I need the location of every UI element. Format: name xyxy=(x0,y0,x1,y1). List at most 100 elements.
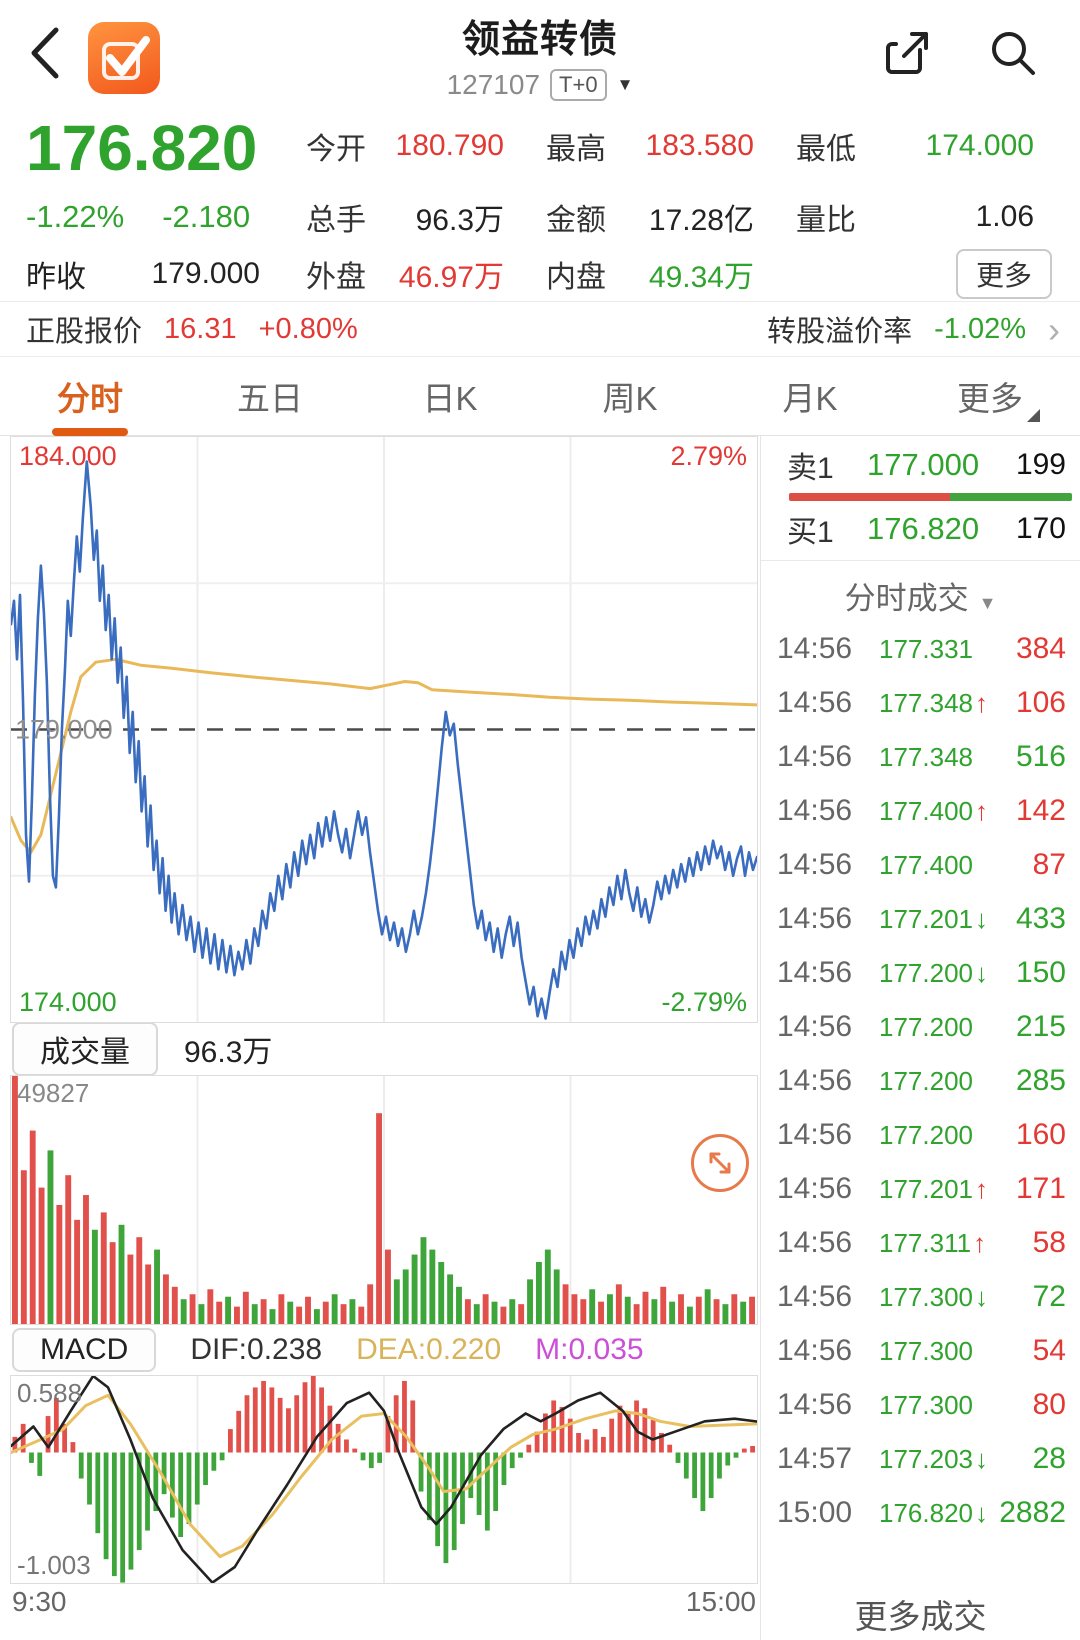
trade-time: 14:56 xyxy=(777,1172,853,1205)
arrow-up-icon: ↑ xyxy=(974,687,988,718)
trade-volume: 87 xyxy=(1032,848,1066,881)
arrow-up-icon: ↑ xyxy=(974,1173,988,1204)
minute-chart[interactable]: 184.000 2.79% 174.000 -2.79% 179.000 xyxy=(10,436,758,1023)
trade-volume: 384 xyxy=(1015,632,1066,665)
axis-max-pct: 2.79% xyxy=(670,441,747,471)
app-logo-icon[interactable] xyxy=(88,22,160,94)
trade-row[interactable]: 14:56 177.348↑ 106 xyxy=(761,676,1080,730)
trade-row[interactable]: 14:56 177.200 215 xyxy=(761,1000,1080,1054)
amount-value: 17.28亿 xyxy=(648,204,754,237)
trade-row[interactable]: 14:56 177.400↑ 142 xyxy=(761,784,1080,838)
trade-time: 14:56 xyxy=(777,1226,853,1259)
trade-price: 177.200↓ xyxy=(879,957,988,988)
more-stats-button[interactable]: 更多 xyxy=(955,249,1052,299)
axis-min-pct: -2.79% xyxy=(661,987,747,1017)
more-trades-link[interactable]: 更多成交 xyxy=(854,1598,987,1635)
trade-volume: 58 xyxy=(1032,1226,1066,1259)
trade-row[interactable]: 14:56 177.400 87 xyxy=(761,838,1080,892)
tick-trades-header[interactable]: 分时成交 ▼ xyxy=(844,581,997,616)
trade-volume: 215 xyxy=(1015,1010,1066,1043)
t0-badge: T+0 xyxy=(550,69,607,101)
buy1-row[interactable]: 买1 176.820 170 xyxy=(761,508,1080,550)
trade-row[interactable]: 14:56 177.200 160 xyxy=(761,1108,1080,1162)
trade-time: 14:56 xyxy=(777,794,853,827)
macd-max-label: 0.588 xyxy=(17,1378,83,1408)
trade-price: 177.331 xyxy=(879,633,973,664)
trade-time: 14:56 xyxy=(777,1388,853,1421)
trade-volume: 160 xyxy=(1015,1118,1066,1151)
sell1-label: 卖1 xyxy=(787,452,834,485)
axis-min-label: 174.000 xyxy=(19,987,117,1017)
macd-m-value: M:0.035 xyxy=(535,1333,644,1366)
tab-more[interactable]: 更多 xyxy=(900,372,1080,422)
chart-column: 184.000 2.79% 174.000 -2.79% 179.000 成交量… xyxy=(0,436,760,1640)
outer-value: 46.97万 xyxy=(398,261,504,294)
underlying-pct: +0.80% xyxy=(258,312,358,345)
dropdown-triangle-icon: ▼ xyxy=(978,593,997,613)
sell-ratio-segment xyxy=(789,493,951,501)
volume-label: 总手 xyxy=(306,204,366,237)
chevron-down-icon[interactable]: ▼ xyxy=(616,75,634,94)
macd-toolbar: MACD DIF:0.238 DEA:0.220 M:0.035 xyxy=(0,1325,760,1375)
arrow-down-icon: ↓ xyxy=(974,957,988,988)
prevclose-pair: 昨收 179.000 xyxy=(26,247,288,301)
trade-row[interactable]: 14:56 177.348 516 xyxy=(761,730,1080,784)
content: 184.000 2.79% 174.000 -2.79% 179.000 成交量… xyxy=(0,435,1080,1640)
underlying-stock-bar[interactable]: 正股报价 16.31 +0.80% 转股溢价率 -1.02% › xyxy=(0,301,1080,357)
trade-row[interactable]: 14:56 177.311↑ 58 xyxy=(761,1216,1080,1270)
trade-price: 177.400 xyxy=(879,849,973,880)
volume-indicator-button[interactable]: 成交量 xyxy=(12,1022,158,1076)
trade-price: 177.348↑ xyxy=(879,687,988,718)
trade-volume: 516 xyxy=(1015,740,1066,773)
trade-price: 177.201↓ xyxy=(879,903,988,934)
buy1-label: 买1 xyxy=(787,516,834,549)
trade-row[interactable]: 14:56 177.300 54 xyxy=(761,1324,1080,1378)
premium-value: -1.02% xyxy=(934,312,1026,345)
change-value: -2.180 xyxy=(162,199,251,234)
trade-row[interactable]: 14:56 177.200↓ 150 xyxy=(761,946,1080,1000)
share-icon[interactable] xyxy=(882,28,932,78)
trade-time: 14:56 xyxy=(777,1010,853,1043)
trade-volume: 150 xyxy=(1015,956,1066,989)
expand-icon[interactable] xyxy=(691,1134,749,1192)
trade-row[interactable]: 14:56 177.300 80 xyxy=(761,1378,1080,1432)
trade-row[interactable]: 14:57 177.203↓ 28 xyxy=(761,1432,1080,1486)
arrow-down-icon: ↓ xyxy=(974,903,988,934)
prevclose-label: 昨收 xyxy=(26,261,86,294)
tab-weekly-k[interactable]: 周K xyxy=(602,380,658,417)
tab-minute[interactable]: 分时 xyxy=(0,372,180,436)
change-row: -1.22% -2.180 xyxy=(26,187,288,247)
sell1-price: 177.000 xyxy=(867,447,980,482)
trade-row[interactable]: 14:56 177.300↓ 72 xyxy=(761,1270,1080,1324)
trade-price: 177.311↑ xyxy=(879,1227,987,1258)
trade-time: 14:56 xyxy=(777,1280,853,1313)
trade-row[interactable]: 14:56 177.201↓ 433 xyxy=(761,892,1080,946)
inner-label: 内盘 xyxy=(546,261,606,294)
macd-chart[interactable]: 0.588 -1.003 xyxy=(10,1375,758,1584)
trade-price: 177.200 xyxy=(879,1119,973,1150)
trade-row[interactable]: 14:56 177.201↑ 171 xyxy=(761,1162,1080,1216)
tab-monthly-k[interactable]: 月K xyxy=(782,380,838,417)
trade-row[interactable]: 14:56 177.200 285 xyxy=(761,1054,1080,1108)
trade-price: 177.400↑ xyxy=(879,795,988,826)
sell1-row[interactable]: 卖1 177.000 199 xyxy=(761,444,1080,486)
macd-dif-value: DIF:0.238 xyxy=(190,1333,323,1366)
trade-row[interactable]: 14:56 177.331 384 xyxy=(761,622,1080,676)
axis-max-label: 184.000 xyxy=(19,441,117,471)
tab-5day[interactable]: 五日 xyxy=(237,380,303,417)
trade-time: 15:00 xyxy=(777,1496,853,1529)
tab-daily-k[interactable]: 日K xyxy=(422,380,478,417)
arrow-up-icon: ↑ xyxy=(974,795,988,826)
high-label: 最高 xyxy=(546,133,606,166)
inner-pair: 内盘 49.34万 xyxy=(528,247,778,301)
trade-time: 14:56 xyxy=(777,740,853,773)
low-value: 174.000 xyxy=(925,129,1034,162)
trade-volume: 171 xyxy=(1015,1172,1066,1205)
trade-price: 177.200 xyxy=(879,1065,973,1096)
macd-indicator-button[interactable]: MACD xyxy=(12,1328,157,1372)
search-icon[interactable] xyxy=(988,28,1038,78)
back-icon[interactable] xyxy=(28,26,62,80)
volume-chart[interactable]: 49827 xyxy=(10,1075,758,1325)
trade-row[interactable]: 15:00 176.820↓ 2882 xyxy=(761,1486,1080,1540)
quote-block: 176.820 今开 180.790 最高 183.580 最低 174.000 -1… xyxy=(0,105,1080,301)
